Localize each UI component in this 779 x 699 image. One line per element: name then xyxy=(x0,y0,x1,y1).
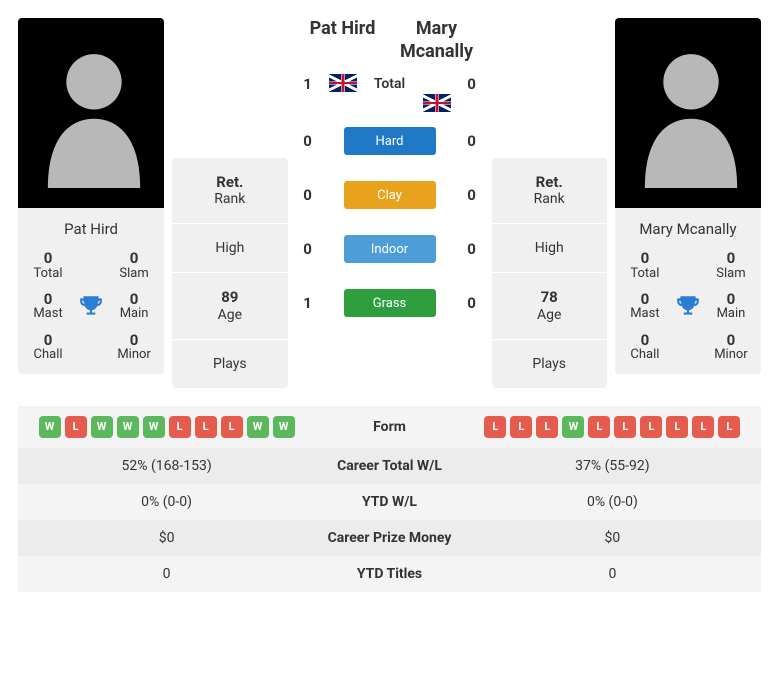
player1-flag-icon xyxy=(329,74,357,92)
loss-badge[interactable]: L xyxy=(666,416,688,438)
loss-badge[interactable]: L xyxy=(510,416,532,438)
loss-badge[interactable]: L xyxy=(692,416,714,438)
stat-age: 89 Age xyxy=(172,273,287,339)
player2-flag-icon xyxy=(423,94,451,112)
win-badge[interactable]: W xyxy=(117,416,139,438)
title-minor: 0 Minor xyxy=(705,332,757,363)
title-chall: 0 Chall xyxy=(619,332,671,363)
win-badge[interactable]: W xyxy=(562,416,584,438)
surface-indoor: Indoor xyxy=(344,235,436,263)
loss-badge[interactable]: L xyxy=(169,416,191,438)
trophy-icon-wrap xyxy=(675,293,701,319)
stat-plays: Plays xyxy=(172,340,287,388)
player2-name-header[interactable]: Mary Mcanally xyxy=(390,18,484,63)
comparison-table: WLWWWLLLWW Form LLLWLLLLLL 52% (168-153)… xyxy=(18,406,761,592)
h2h-grass[interactable]: 1 Grass 0 xyxy=(296,289,484,317)
player1-card: Pat Hird 0 Total 0 Slam 0 Mast 0 Main xyxy=(18,18,164,374)
player2-titles: 0 Total 0 Slam 0 Mast 0 Main 0 xyxy=(615,250,761,374)
stat-rank: Ret. Rank xyxy=(492,158,607,224)
player2-form: LLLWLLLLLL xyxy=(472,416,753,438)
row-ytd-titles: 0 YTD Titles 0 xyxy=(18,556,761,592)
stat-rank: Ret. Rank xyxy=(172,158,287,224)
player1-name-header[interactable]: Pat Hird xyxy=(296,18,390,63)
win-badge[interactable]: W xyxy=(39,416,61,438)
title-mast: 0 Mast xyxy=(619,291,671,322)
loss-badge[interactable]: L xyxy=(65,416,87,438)
surface-hard: Hard xyxy=(344,127,436,155)
player1-form: WLWWWLLLWW xyxy=(26,416,307,438)
silhouette-icon xyxy=(34,38,154,188)
row-form: WLWWWLLLWW Form LLLWLLLLLL xyxy=(18,406,761,448)
surface-clay: Clay xyxy=(344,181,436,209)
trophy-icon-wrap xyxy=(78,293,104,319)
h2h-clay[interactable]: 0 Clay 0 xyxy=(296,181,484,209)
h2h-hard[interactable]: 0 Hard 0 xyxy=(296,127,484,155)
player1-titles: 0 Total 0 Slam 0 Mast 0 Main 0 xyxy=(18,250,164,374)
win-badge[interactable]: W xyxy=(91,416,113,438)
label-form: Form xyxy=(315,406,464,448)
title-main: 0 Main xyxy=(705,291,757,322)
title-mast: 0 Mast xyxy=(22,291,74,322)
trophy-icon xyxy=(675,293,701,319)
trophy-icon xyxy=(78,293,104,319)
player2-name-card[interactable]: Mary Mcanally xyxy=(615,208,761,250)
title-total: 0 Total xyxy=(22,250,74,281)
silhouette-icon xyxy=(631,38,751,188)
stat-plays: Plays xyxy=(492,340,607,388)
player2-image[interactable] xyxy=(615,18,761,208)
stat-age: 78 Age xyxy=(492,273,607,339)
title-slam: 0 Slam xyxy=(705,250,757,281)
win-badge[interactable]: W xyxy=(143,416,165,438)
player2-card: Mary Mcanally 0 Total 0 Slam 0 Mast 0 M xyxy=(615,18,761,374)
loss-badge[interactable]: L xyxy=(718,416,740,438)
loss-badge[interactable]: L xyxy=(536,416,558,438)
player1-image[interactable] xyxy=(18,18,164,208)
row-prize: $0 Career Prize Money $0 xyxy=(18,520,761,556)
title-chall: 0 Chall xyxy=(22,332,74,363)
title-main: 0 Main xyxy=(108,291,160,322)
loss-badge[interactable]: L xyxy=(484,416,506,438)
loss-badge[interactable]: L xyxy=(195,416,217,438)
center-column: Pat Hird Mary Mcanally 1 Total 0 0 Hard … xyxy=(296,18,484,317)
row-ytd-wl: 0% (0-0) YTD W/L 0% (0-0) xyxy=(18,484,761,520)
surface-grass: Grass xyxy=(344,289,436,317)
h2h-indoor[interactable]: 0 Indoor 0 xyxy=(296,235,484,263)
stat-high: High xyxy=(492,224,607,273)
loss-badge[interactable]: L xyxy=(221,416,243,438)
loss-badge[interactable]: L xyxy=(588,416,610,438)
row-career-wl: 52% (168-153) Career Total W/L 37% (55-9… xyxy=(18,448,761,484)
loss-badge[interactable]: L xyxy=(614,416,636,438)
player1-stat-card: Ret. Rank High 89 Age Plays xyxy=(172,158,287,388)
loss-badge[interactable]: L xyxy=(640,416,662,438)
head-to-head-top: Pat Hird 0 Total 0 Slam 0 Mast 0 Main xyxy=(18,18,761,388)
title-slam: 0 Slam xyxy=(108,250,160,281)
stat-high: High xyxy=(172,224,287,273)
win-badge[interactable]: W xyxy=(273,416,295,438)
title-total: 0 Total xyxy=(619,250,671,281)
player2-stat-card: Ret. Rank High 78 Age Plays xyxy=(492,158,607,388)
win-badge[interactable]: W xyxy=(247,416,269,438)
player1-name-card[interactable]: Pat Hird xyxy=(18,208,164,250)
title-minor: 0 Minor xyxy=(108,332,160,363)
